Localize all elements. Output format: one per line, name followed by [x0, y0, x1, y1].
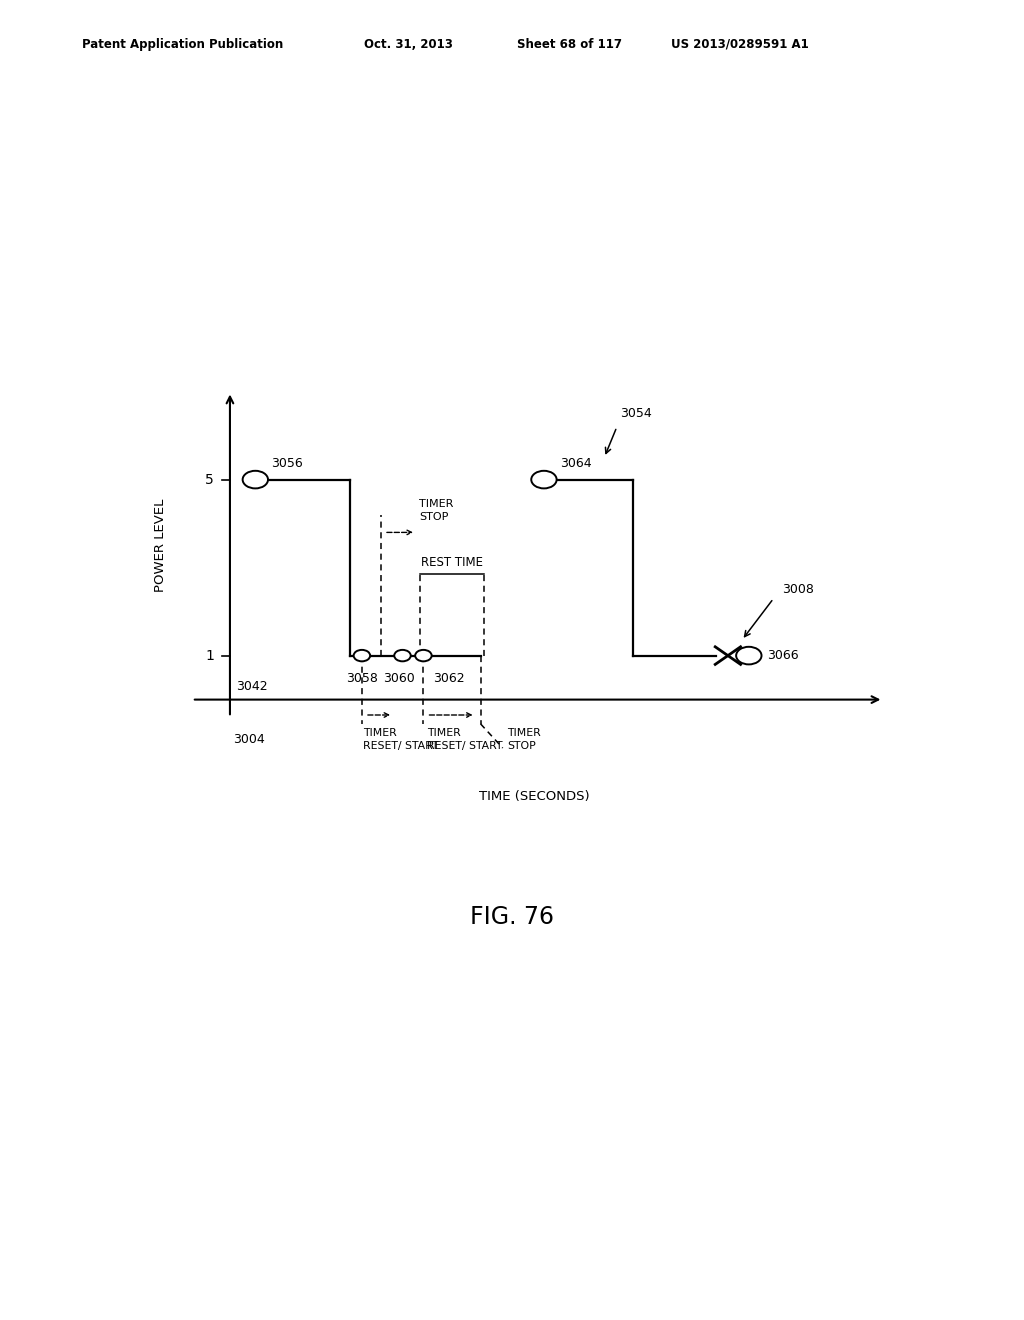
Text: TIMER
STOP: TIMER STOP [507, 729, 541, 751]
Text: Oct. 31, 2013: Oct. 31, 2013 [364, 37, 453, 50]
Text: 3060: 3060 [383, 672, 415, 685]
Text: 3064: 3064 [560, 457, 592, 470]
Text: 3004: 3004 [233, 733, 265, 746]
Circle shape [353, 649, 370, 661]
Text: 3058: 3058 [346, 672, 378, 685]
Text: FIG. 76: FIG. 76 [470, 906, 554, 929]
Text: TIMER
RESET/ START: TIMER RESET/ START [427, 729, 502, 751]
Text: Sheet 68 of 117: Sheet 68 of 117 [517, 37, 623, 50]
Text: 3042: 3042 [237, 680, 268, 693]
Text: TIME (SECONDS): TIME (SECONDS) [479, 789, 590, 803]
Circle shape [394, 649, 411, 661]
Text: 1: 1 [205, 648, 214, 663]
Text: 3066: 3066 [767, 649, 799, 663]
Text: 3054: 3054 [621, 407, 652, 420]
Circle shape [415, 649, 432, 661]
Text: 3056: 3056 [271, 457, 303, 470]
Text: 3008: 3008 [781, 583, 814, 597]
Circle shape [531, 471, 557, 488]
Text: Patent Application Publication: Patent Application Publication [82, 37, 284, 50]
Text: 3062: 3062 [433, 672, 465, 685]
Text: 5: 5 [206, 473, 214, 487]
Text: TIMER
RESET/ START: TIMER RESET/ START [364, 729, 438, 751]
Text: US 2013/0289591 A1: US 2013/0289591 A1 [671, 37, 809, 50]
Circle shape [243, 471, 268, 488]
Text: POWER LEVEL: POWER LEVEL [154, 499, 167, 593]
Text: REST TIME: REST TIME [421, 556, 483, 569]
Circle shape [736, 647, 762, 664]
Text: TIMER
STOP: TIMER STOP [419, 499, 454, 521]
